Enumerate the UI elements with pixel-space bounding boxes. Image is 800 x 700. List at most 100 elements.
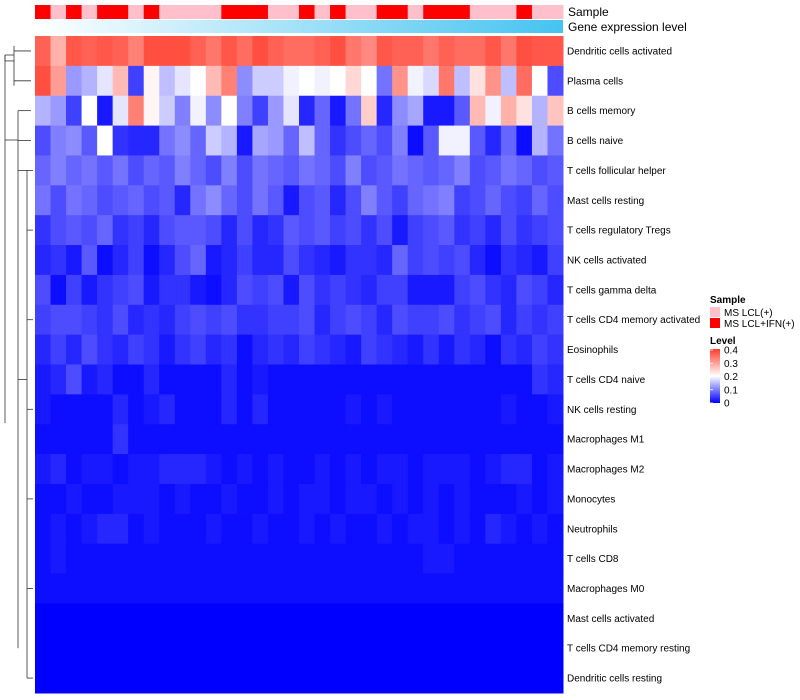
heatmap-cell	[252, 513, 269, 545]
heatmap-cell	[190, 36, 207, 67]
heatmap-cell	[516, 663, 533, 694]
row-dendrogram	[4, 45, 33, 679]
heatmap-cell	[500, 573, 517, 604]
heatmap-cell	[35, 274, 52, 306]
heatmap-cell	[236, 603, 253, 634]
heatmap-cell	[190, 304, 207, 336]
heatmap-cell	[174, 36, 191, 67]
heatmap-cell	[392, 36, 409, 67]
sample-annotation-cell	[267, 5, 284, 19]
row-label: Dendritic cells activated	[567, 46, 672, 57]
annotation-title-sample: Sample	[568, 5, 609, 19]
heatmap-cell	[516, 274, 533, 306]
heatmap-cell	[128, 245, 145, 276]
heatmap-cell	[454, 125, 471, 156]
heatmap-cell	[423, 185, 440, 216]
heatmap-cell	[299, 483, 316, 515]
heatmap-cell	[438, 274, 455, 306]
heatmap-cell	[190, 274, 207, 306]
heatmap-cell	[283, 304, 300, 336]
heatmap-cell	[159, 36, 176, 67]
row-label: Eosinophils	[567, 345, 618, 356]
heatmap-cell	[299, 185, 316, 216]
heatmap-cell	[35, 36, 52, 67]
heatmap-cell	[314, 663, 331, 694]
heatmap-cell	[190, 483, 207, 515]
heatmap-cell	[190, 424, 207, 455]
sample-annotation-cell	[438, 5, 455, 19]
heatmap-cell	[361, 215, 378, 246]
heatmap-cell	[531, 304, 548, 336]
heatmap-cell	[97, 274, 114, 306]
heatmap-cell	[267, 543, 284, 575]
heatmap-cell	[128, 543, 145, 575]
heatmap-cell	[547, 125, 564, 156]
sample-annotation-cell	[361, 5, 378, 19]
row-label: Mast cells activated	[567, 614, 654, 625]
heatmap-cell	[112, 155, 129, 186]
heatmap-cell	[485, 215, 502, 246]
heatmap-cell	[205, 573, 222, 604]
heatmap-cell	[97, 454, 114, 485]
heatmap-cell	[205, 155, 222, 186]
sample-annotation-cell	[50, 5, 67, 19]
heatmap-cell	[330, 483, 347, 515]
sample-annotation-cell	[376, 5, 393, 19]
sample-annotation-cell	[469, 5, 486, 19]
heatmap-cell	[531, 185, 548, 216]
heatmap-cell	[205, 215, 222, 246]
heatmap-cell	[485, 573, 502, 604]
heatmap-cell	[330, 603, 347, 634]
heatmap-cell	[454, 663, 471, 694]
heatmap-cell	[407, 185, 424, 216]
heatmap-cell	[531, 274, 548, 306]
heatmap-cell	[159, 65, 176, 97]
heatmap-cell	[159, 483, 176, 515]
heatmap-cell	[314, 125, 331, 156]
heatmap-cell	[345, 215, 362, 246]
heatmap-cell	[361, 334, 378, 365]
heatmap-cell	[345, 364, 362, 395]
sample-annotation-cell	[531, 5, 548, 19]
annotation-title-gene-expression: Gene expression level	[568, 20, 687, 34]
heatmap-cell	[97, 603, 114, 634]
heatmap-cell	[112, 663, 129, 694]
heatmap-cell	[81, 334, 98, 365]
heatmap-cell	[252, 304, 269, 336]
heatmap-cell	[392, 573, 409, 604]
heatmap-cell	[454, 483, 471, 515]
heatmap-cell	[392, 603, 409, 634]
heatmap-cell	[516, 65, 533, 97]
heatmap-cell	[283, 334, 300, 365]
heatmap-cell	[423, 334, 440, 365]
heatmap-cell	[330, 513, 347, 545]
heatmap-cell	[485, 603, 502, 634]
heatmap-cell	[423, 394, 440, 425]
heatmap-cell	[500, 483, 517, 515]
heatmap-cell	[236, 543, 253, 575]
heatmap-cell	[66, 454, 83, 485]
heatmap-cell	[81, 513, 98, 545]
heatmap-cell	[252, 483, 269, 515]
heatmap-cell	[35, 185, 52, 216]
heatmap-cell	[205, 603, 222, 634]
heatmap-cell	[361, 483, 378, 515]
heatmap-cell	[500, 125, 517, 156]
heatmap-cell	[50, 543, 67, 575]
heatmap-cell	[221, 215, 238, 246]
heatmap-cell	[97, 573, 114, 604]
heatmap-cell	[330, 334, 347, 365]
heatmap-cell	[392, 543, 409, 575]
heatmap-cell	[221, 125, 238, 156]
heatmap-cell	[159, 215, 176, 246]
heatmap-cell	[454, 543, 471, 575]
heatmap-cell	[438, 364, 455, 395]
heatmap-cell	[547, 573, 564, 604]
heatmap-cell	[516, 334, 533, 365]
heatmap-cell	[531, 603, 548, 634]
heatmap-cell	[128, 185, 145, 216]
heatmap-cell	[236, 573, 253, 604]
heatmap-cell	[330, 36, 347, 67]
heatmap-cell	[236, 185, 253, 216]
heatmap-cell	[81, 215, 98, 246]
